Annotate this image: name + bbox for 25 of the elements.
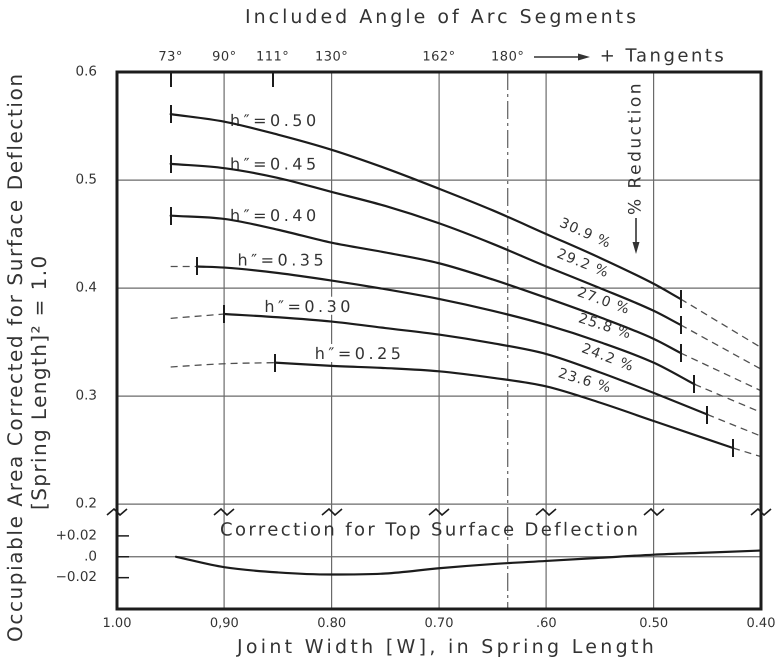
x-tick-label: .60 [536,616,557,632]
y-tick-label: 0.3 [76,388,97,404]
y-tick-label: 0.6 [76,64,97,80]
x-tick-label: 0,90 [210,616,239,632]
y-tick-label: +0.02 [56,527,97,544]
y-tick-label: 0.2 [76,496,97,512]
text: 111° [256,49,290,64]
x-tick-label: 0.70 [424,616,454,632]
y-axis-title: Occupiable Area Corrected for Surface Deflection [Spring Length]² = 1.0 [3,72,51,642]
y-tick-label: .0 [84,548,97,564]
x-tick-label: 1.00 [102,616,132,632]
x-tick-label: 0.50 [639,616,668,632]
text: 73° [158,49,183,64]
y-tick-label: −0.02 [56,569,97,586]
text: 180° [491,49,524,64]
x-tick-label: 0.40 [746,616,776,632]
x2-axis-title: Included Angle of Arc Segments [245,6,639,28]
text: 130° [314,49,348,64]
y-tick-label: 0.5 [76,172,97,188]
x-axis-title: Joint Width [W], in Spring Length [236,636,658,658]
x-tick-label: 0.80 [317,616,346,632]
text: 90° [212,49,237,64]
text: + Tangents [600,46,726,67]
text: 162° [422,49,456,64]
y-tick-label: 0.4 [76,280,97,296]
